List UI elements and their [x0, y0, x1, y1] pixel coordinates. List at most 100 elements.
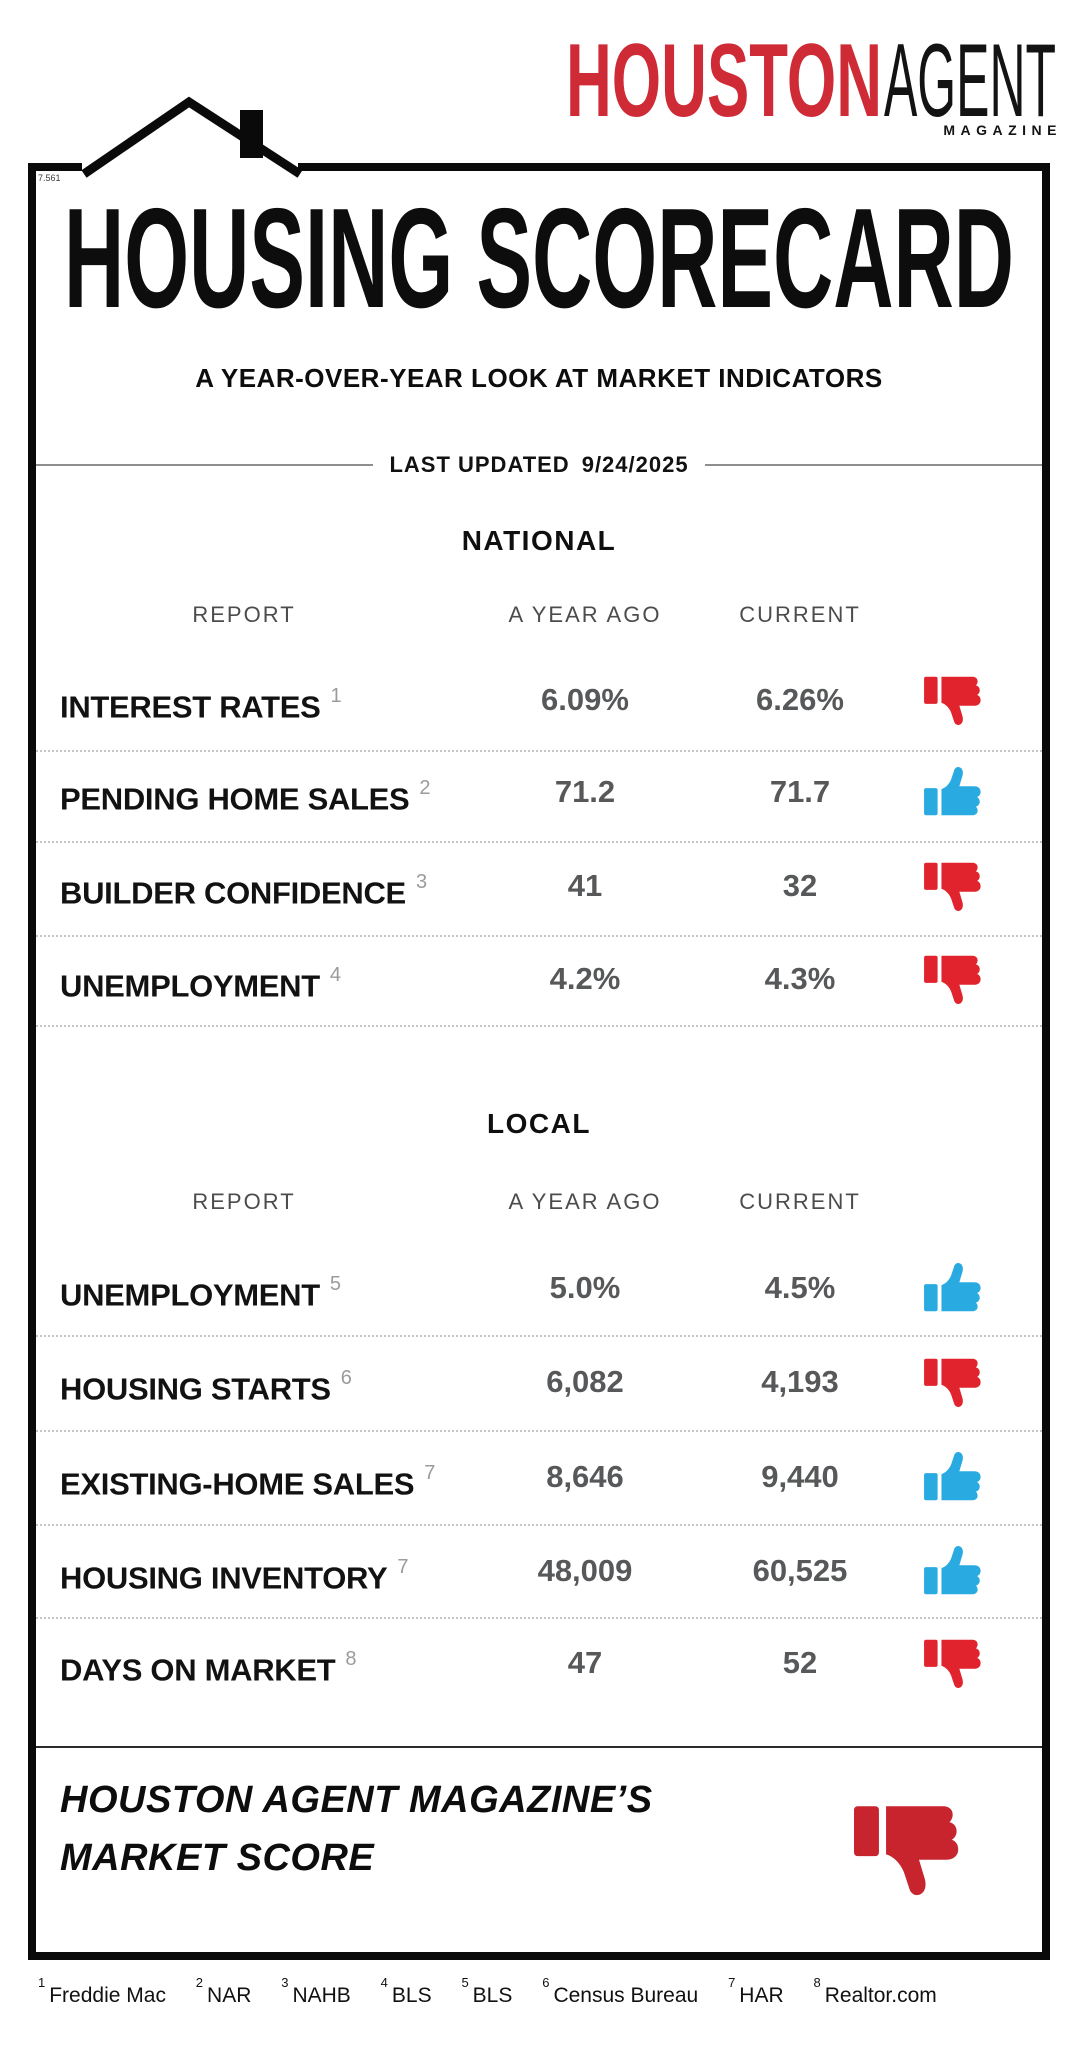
footnote-sources: 1Freddie Mac 2NAR 3NAHB 4BLS 5BLS 6Censu… [38, 1975, 1048, 2008]
column-header-report: REPORT [192, 602, 296, 627]
footnote-item: 6Census Bureau [542, 1975, 699, 2007]
row-label: UNEMPLOYMENT 5 [60, 1273, 342, 1313]
right-rule [704, 464, 1043, 466]
table-row-builder-confidence: BUILDER CONFIDENCE 3 41 32 [36, 858, 1042, 914]
table-row-unemployment-local: UNEMPLOYMENT 5 5.0% 4.5% [36, 1260, 1042, 1316]
current-value: 4.5% [764, 1270, 836, 1305]
year-ago-value: 6.09% [541, 682, 629, 717]
scorecard-board: 7.561 HOUSING SCORECARD A YEAR-OVER-YEAR… [28, 163, 1050, 1960]
section-divider [36, 1746, 1042, 1748]
footnote-ref: 2 [419, 777, 431, 799]
current-value: 71.7 [769, 774, 831, 809]
footnote-item: 2NAR [195, 1975, 252, 2007]
year-ago-value: 4.2% [549, 961, 621, 996]
thumb-down-icon [924, 676, 981, 726]
row-label: HOUSING STARTS 6 [60, 1367, 352, 1407]
logo-magazine-tagline: MAGAZINE [943, 122, 1062, 138]
footnote-item: 1Freddie Mac [38, 1975, 166, 2007]
table-row-interest-rates: INTEREST RATES 1 6.09% 6.26% [36, 672, 1042, 728]
row-divider [36, 1524, 1042, 1526]
thumb-up-icon [924, 1545, 981, 1595]
thumb-up-icon [924, 766, 981, 816]
footnote-item: 7HAR [728, 1975, 784, 2007]
year-ago-value: 47 [567, 1645, 603, 1680]
footnote-item: 8Realtor.com [813, 1975, 937, 2007]
market-score-indicator [854, 1795, 968, 1903]
house-roof-icon [81, 96, 303, 178]
thumb-down-icon [924, 1639, 981, 1689]
table-row-unemployment-national: UNEMPLOYMENT 4 4.2% 4.3% [36, 951, 1042, 1007]
footnote-ref: 1 [330, 685, 342, 707]
row-label: UNEMPLOYMENT 4 [60, 964, 342, 1004]
roof-border-gap [82, 158, 298, 176]
footnote-ref: 8 [345, 1648, 357, 1670]
current-value: 9,440 [761, 1459, 839, 1494]
current-value: 52 [782, 1645, 818, 1680]
row-divider [36, 1025, 1042, 1027]
page-title: HOUSING SCORECARD [64, 195, 1014, 317]
page-title-text: HOUSING SCORECARD [64, 195, 1014, 317]
table-row-existing-home-sales: EXISTING-HOME SALES 7 8,646 9,440 [36, 1449, 1042, 1505]
column-header-report: REPORT [192, 1189, 296, 1214]
footnote-ref: 3 [415, 871, 428, 893]
row-label: INTEREST RATES 1 [60, 685, 342, 725]
chimney-icon [240, 110, 263, 158]
footnote-ref: 6 [340, 1367, 352, 1389]
footnote-ref: 4 [329, 964, 342, 986]
national-column-headers: REPORT A YEAR AGO CURRENT [36, 595, 1042, 635]
logo-houston-text: HOUSTON [566, 40, 882, 120]
table-row-days-on-market: DAYS ON MARKET 8 47 52 [36, 1635, 1042, 1691]
row-divider [36, 1430, 1042, 1432]
row-label: DAYS ON MARKET 8 [60, 1648, 357, 1688]
footnote-ref: 5 [329, 1273, 342, 1295]
section-title-national: NATIONAL [461, 525, 617, 556]
thumb-down-icon [924, 1358, 981, 1408]
year-ago-value: 6,082 [546, 1364, 624, 1399]
year-ago-value: 48,009 [537, 1553, 633, 1588]
year-ago-value: 5.0% [549, 1270, 621, 1305]
column-header-current: CURRENT [739, 1189, 861, 1214]
current-value: 32 [782, 868, 818, 903]
local-column-headers: REPORT A YEAR AGO CURRENT [36, 1182, 1042, 1222]
left-rule [36, 464, 374, 466]
current-value: 4,193 [761, 1364, 839, 1399]
column-header-current: CURRENT [739, 602, 861, 627]
column-header-year-ago: A YEAR AGO [508, 1189, 662, 1214]
market-score-title: HOUSTON AGENT MAGAZINE’S MARKET SCORE [60, 1779, 653, 1879]
row-divider [36, 750, 1042, 752]
last-updated-text: LAST UPDATED 9/24/2025 [373, 452, 704, 478]
footnote-item: 3NAHB [281, 1975, 351, 2007]
footnote-item: 4BLS [380, 1975, 432, 2007]
thumb-up-icon [924, 1262, 981, 1312]
row-label: BUILDER CONFIDENCE 3 [60, 871, 428, 911]
row-label: HOUSING INVENTORY 7 [60, 1556, 409, 1596]
footnote-ref: 7 [424, 1462, 436, 1484]
last-updated-label: LAST UPDATED [389, 452, 570, 477]
last-updated-row: LAST UPDATED 9/24/2025 [36, 449, 1043, 481]
current-value: 4.3% [764, 961, 836, 996]
current-value: 60,525 [752, 1553, 848, 1588]
table-row-pending-home-sales: PENDING HOME SALES 2 71.2 71.7 [36, 764, 1042, 820]
table-row-housing-inventory: HOUSING INVENTORY 7 48,009 60,525 [36, 1543, 1042, 1599]
year-ago-value: 8,646 [546, 1459, 624, 1494]
year-ago-value: 41 [567, 868, 603, 903]
current-value: 6.26% [756, 682, 844, 717]
column-header-year-ago: A YEAR AGO [508, 602, 662, 627]
page-subtitle: A YEAR-OVER-YEAR LOOK AT MARKET INDICATO… [195, 363, 883, 393]
big-thumb-down-icon [854, 1806, 959, 1896]
thumb-up-icon [924, 1451, 981, 1501]
row-label: PENDING HOME SALES 2 [60, 777, 431, 817]
section-title-local: LOCAL [487, 1108, 591, 1139]
row-divider [36, 1335, 1042, 1337]
footnote-ref: 7 [397, 1556, 409, 1578]
year-ago-value: 71.2 [554, 774, 616, 809]
thumb-down-icon [924, 955, 981, 1005]
corner-artifact-note: 7.561 [38, 173, 61, 183]
footnote-item: 5BLS [461, 1975, 513, 2007]
last-updated-date: 9/24/2025 [581, 452, 689, 477]
table-row-housing-starts: HOUSING STARTS 6 6,082 4,193 [36, 1354, 1042, 1410]
houston-agent-logo: HOUSTON AGENT [566, 40, 1056, 120]
logo-agent-text: AGENT [884, 40, 1056, 120]
row-divider [36, 1617, 1042, 1619]
